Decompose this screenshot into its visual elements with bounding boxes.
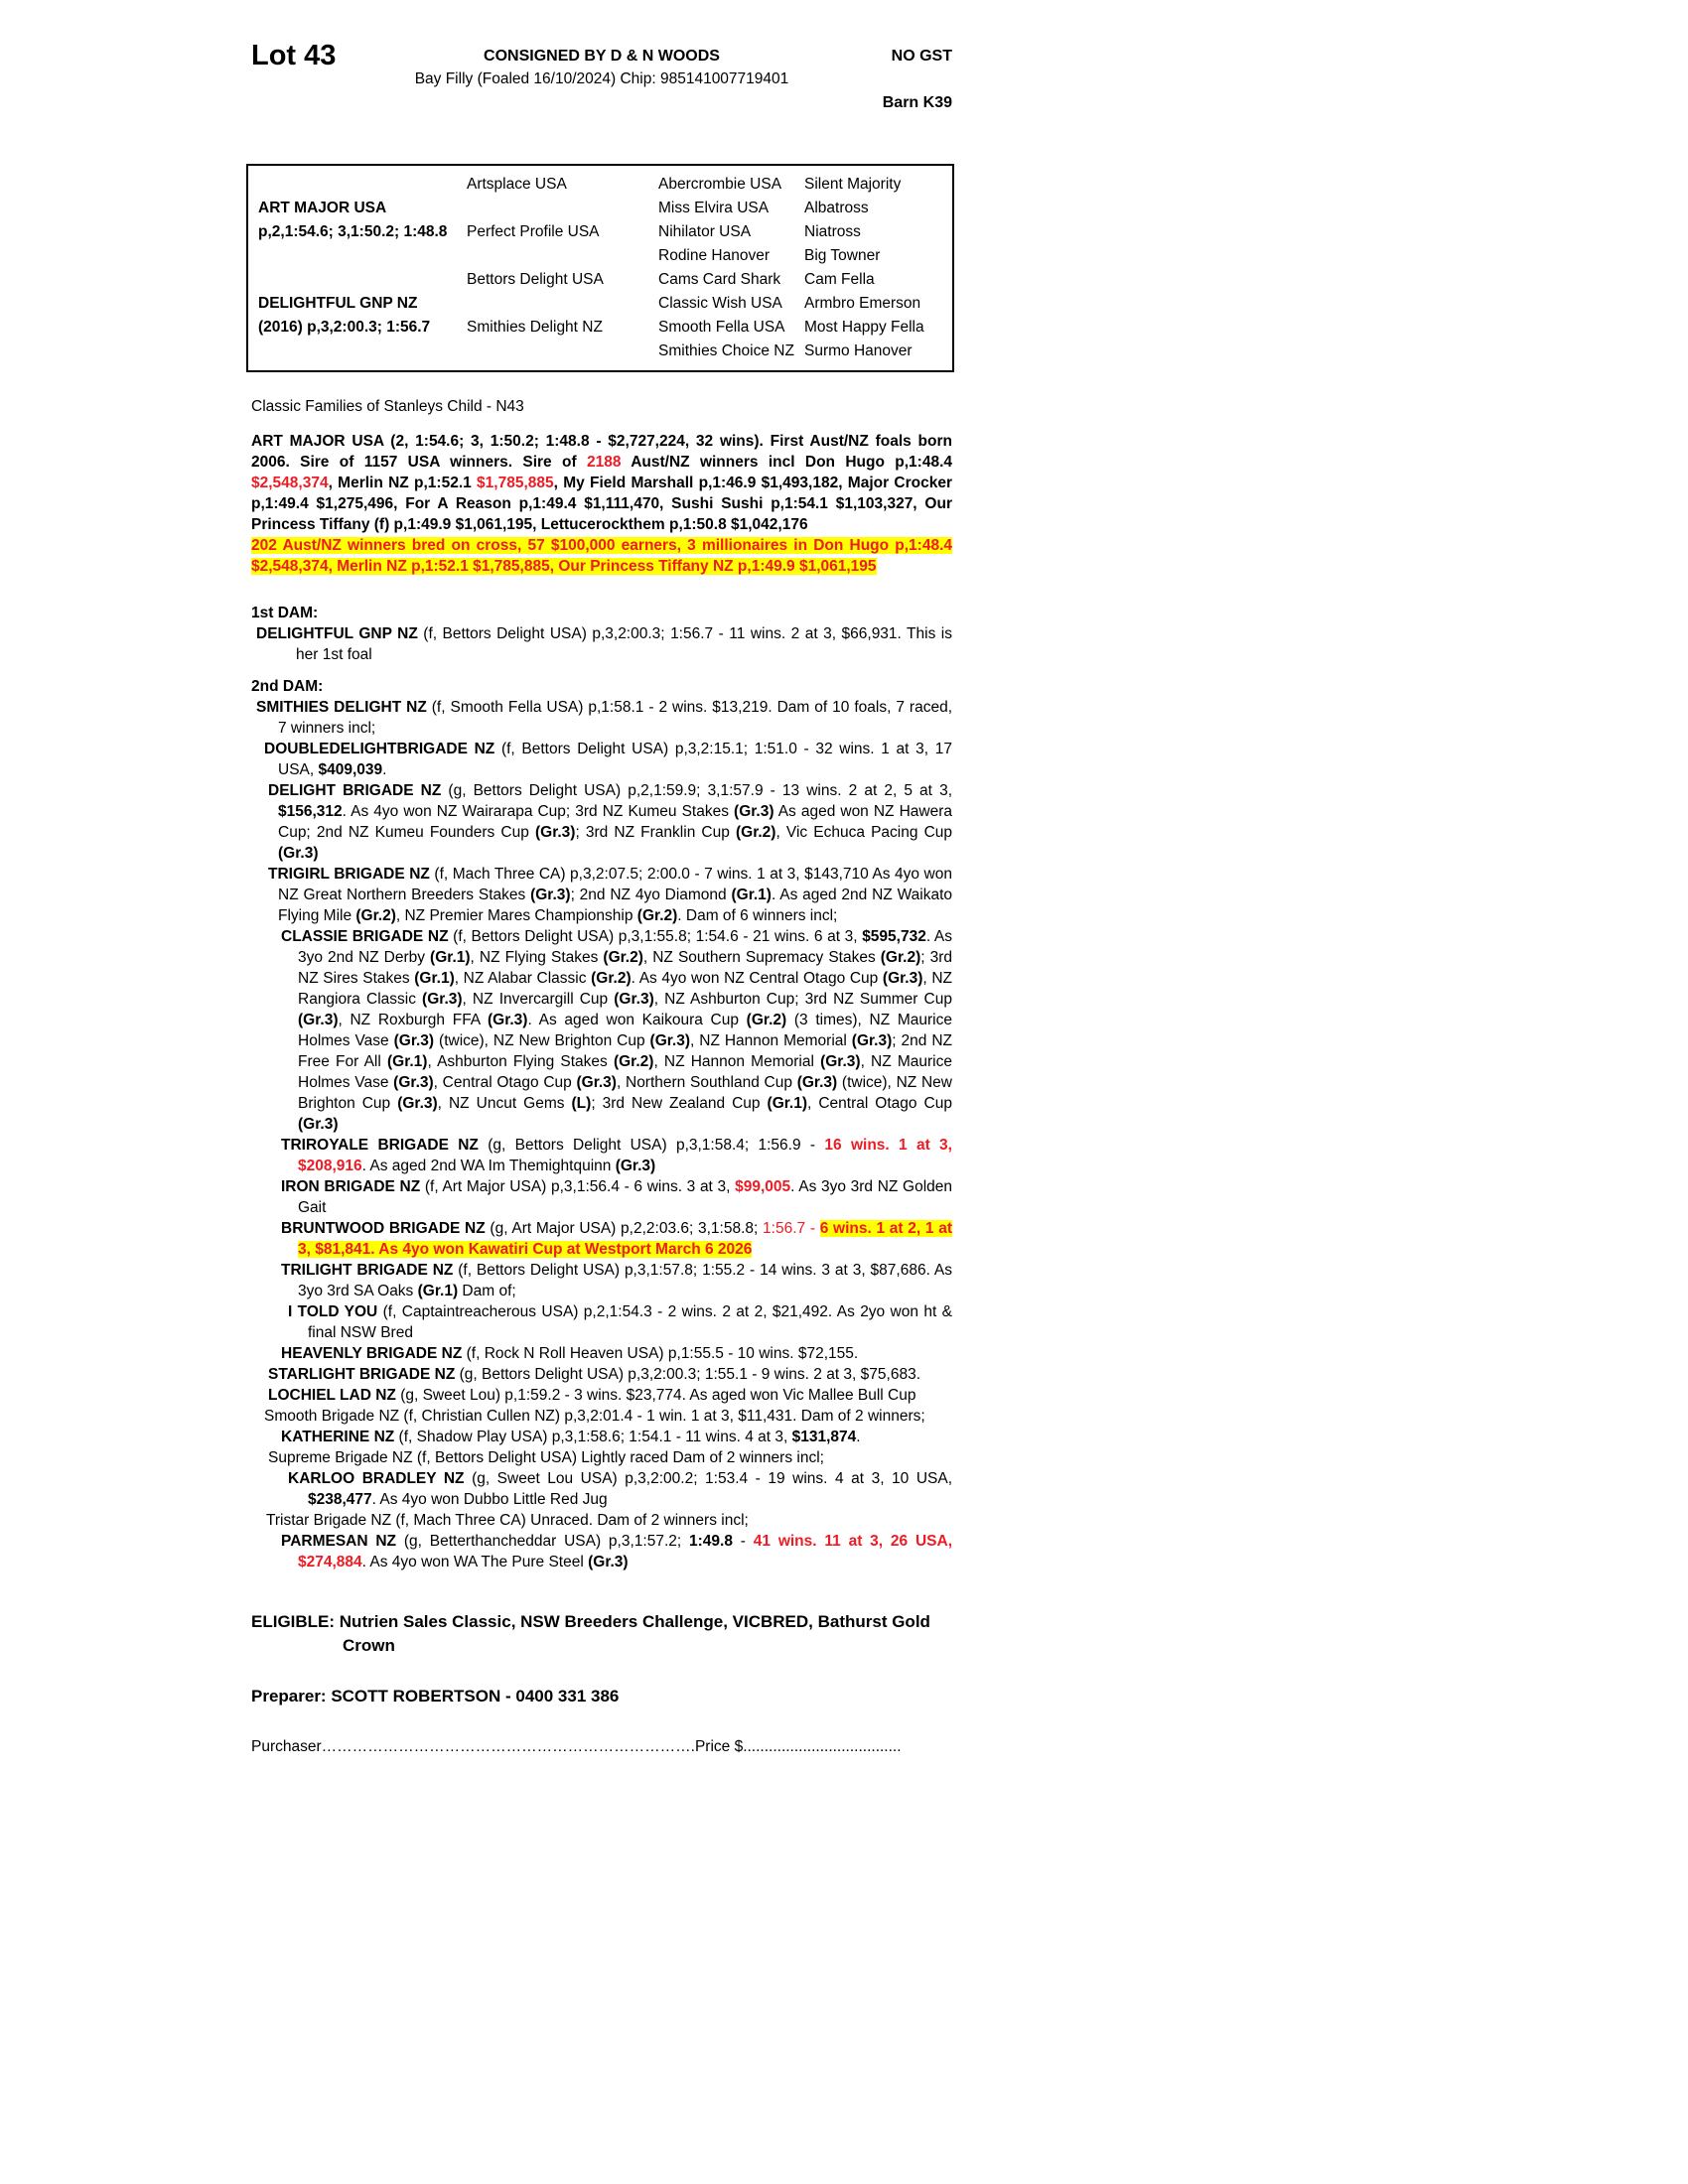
preparer-line: Preparer: SCOTT ROBERTSON - 0400 331 386 [251, 1687, 620, 1706]
pedigree-row: Artsplace USA Abercrombie USA Silent Major… [258, 173, 952, 197]
dam-entry-katherine: KATHERINE NZ (f, Shadow Play USA) p,3,1:… [281, 1429, 861, 1445]
pedigree-cell: Smooth Fella USA [658, 319, 785, 336]
dam-entry-triroyale-brigade: TRIROYALE BRIGADE NZ (g, Bettors Delight… [281, 1137, 952, 1174]
pedigree-cell: ART MAJOR USA [258, 200, 387, 216]
pedigree-cell: Cams Card Shark [658, 271, 781, 288]
dam-entry-parmesan: PARMESAN NZ (g, Betterthancheddar USA) p… [281, 1533, 953, 1570]
dam-entry-i-told-you: I TOLD YOU (f, Captaintreacherous USA) p… [288, 1303, 952, 1341]
pedigree-row: (2016) p,3,2:00.3; 1:56.7 Smithies Deligh… [258, 316, 952, 340]
pedigree-cell: Armbro Emerson [804, 295, 921, 312]
pedigree-cell: Cam Fella [804, 271, 875, 288]
pedigree-cell: (2016) p,3,2:00.3; 1:56.7 [258, 319, 431, 336]
cross-highlight-paragraph: 202 Aust/NZ winners bred on cross, 57 $1… [251, 537, 952, 575]
dam-entry-bruntwood-brigade: BRUNTWOOD BRIGADE NZ (g, Art Major USA) … [281, 1220, 952, 1258]
family-line: Classic Families of Stanleys Child - N43 [251, 398, 524, 415]
pedigree-cell [467, 340, 658, 363]
dam-entry-trigirl-brigade: TRIGIRL BRIGADE NZ (f, Mach Three CA) p,… [268, 866, 952, 924]
pedigree-cell [467, 292, 658, 316]
pedigree-body: Classic Families of Stanleys Child - N43… [251, 396, 952, 1757]
dam-entry-delightful-gnp: DELIGHTFUL GNP NZ (f, Bettors Delight US… [256, 625, 953, 663]
dam-entry-heavenly-brigade: HEAVENLY BRIGADE NZ (f, Rock N Roll Heav… [281, 1345, 859, 1362]
sire-paragraph: ART MAJOR USA (2, 1:54.6; 3, 1:50.2; 1:4… [251, 433, 953, 533]
pedigree-cell: Smithies Delight NZ [467, 319, 603, 336]
dam-entry-delight-brigade: DELIGHT BRIGADE NZ (g, Bettors Delight U… [268, 782, 953, 862]
pedigree-cell [258, 173, 467, 197]
pedigree-row: p,2,1:54.6; 3,1:50.2; 1:48.8 Perfect Prof… [258, 220, 952, 244]
dam-entry-trilight-brigade: TRILIGHT BRIGADE NZ (f, Bettors Delight … [281, 1262, 952, 1299]
pedigree-cell [258, 340, 467, 363]
purchaser-line: Purchaser……………………………………………………………….Price … [251, 1738, 902, 1755]
pedigree-table: Artsplace USA Abercrombie USA Silent Major… [246, 164, 954, 372]
dam-entry-classie-brigade: CLASSIE BRIGADE NZ (f, Bettors Delight U… [281, 928, 953, 1133]
pedigree-cell: Classic Wish USA [658, 295, 782, 312]
pedigree-cell [258, 268, 467, 292]
consignor-line: CONSIGNED BY D & N WOODS [484, 48, 720, 65]
pedigree-cell: Niatross [804, 223, 861, 240]
pedigree-cell: Albatross [804, 200, 869, 216]
pedigree-cell [467, 244, 658, 268]
pedigree-cell: Perfect Profile USA [467, 223, 600, 240]
dam-entry-supreme-brigade: Supreme Brigade NZ (f, Bettors Delight U… [268, 1449, 824, 1466]
dam-entry-smithies-delight: SMITHIES DELIGHT NZ (f, Smooth Fella USA… [256, 699, 952, 737]
pedigree-cell: DELIGHTFUL GNP NZ [258, 295, 418, 312]
pedigree-cell: Artsplace USA [467, 176, 567, 193]
lot-number: Lot 43 [251, 40, 337, 71]
dam-entry-karloo-bradley: KARLOO BRADLEY NZ (g, Sweet Lou USA) p,3… [288, 1470, 952, 1508]
dam-entry-smooth-brigade: Smooth Brigade NZ (f, Christian Cullen N… [264, 1408, 925, 1425]
page-header: Lot 43 CONSIGNED BY D & N WOODS NO GST B… [251, 40, 952, 164]
pedigree-cell: Miss Elvira USA [658, 200, 770, 216]
pedigree-row: Smithies Choice NZ Surmo Hanover [258, 340, 952, 363]
pedigree-cell: Big Towner [804, 247, 881, 264]
pedigree-cell: Abercrombie USA [658, 176, 782, 193]
barn-number: Barn K39 [882, 94, 952, 111]
dam-entry-doubledelightbrigade: DOUBLEDELIGHTBRIGADE NZ (f, Bettors Deli… [264, 741, 953, 778]
pedigree-cell: Nihilator USA [658, 223, 752, 240]
pedigree-cell: Rodine Hanover [658, 247, 771, 264]
pedigree-cell [467, 197, 658, 220]
pedigree-cell: Most Happy Fella [804, 319, 924, 336]
pedigree-cell: Smithies Choice NZ [658, 342, 794, 359]
eligible-line: ELIGIBLE: Nutrien Sales Classic, NSW Bre… [251, 1612, 930, 1655]
pedigree-cell [258, 244, 467, 268]
dam-entry-iron-brigade: IRON BRIGADE NZ (f, Art Major USA) p,3,1… [281, 1178, 952, 1216]
gst-status: NO GST [891, 48, 952, 65]
foal-description: Bay Filly (Foaled 16/10/2024) Chip: 9851… [414, 70, 789, 87]
page-content: Lot 43 CONSIGNED BY D & N WOODS NO GST B… [246, 40, 954, 1757]
pedigree-cell: Bettors Delight USA [467, 271, 604, 288]
dam-entry-lochiel-lad: LOCHIEL LAD NZ (g, Sweet Lou) p,1:59.2 -… [268, 1387, 916, 1404]
dam-entry-starlight-brigade: STARLIGHT BRIGADE NZ (g, Bettors Delight… [268, 1366, 920, 1383]
pedigree-cell: Surmo Hanover [804, 342, 913, 359]
pedigree-cell: Silent Majority [804, 176, 902, 193]
pedigree-row: Bettors Delight USA Cams Card Shark Cam Fe… [258, 268, 952, 292]
pedigree-cell: p,2,1:54.6; 3,1:50.2; 1:48.8 [258, 223, 448, 240]
pedigree-row: DELIGHTFUL GNP NZ Classic Wish USA Armbro … [258, 292, 952, 316]
pedigree-row: Rodine Hanover Big Towner [258, 244, 952, 268]
pedigree-row: ART MAJOR USA Miss Elvira USA Albatross [258, 197, 952, 220]
dam-entry-tristar-brigade: Tristar Brigade NZ (f, Mach Three CA) Un… [266, 1512, 749, 1529]
first-dam-heading: 1st DAM: [251, 605, 319, 621]
second-dam-heading: 2nd DAM: [251, 678, 324, 695]
